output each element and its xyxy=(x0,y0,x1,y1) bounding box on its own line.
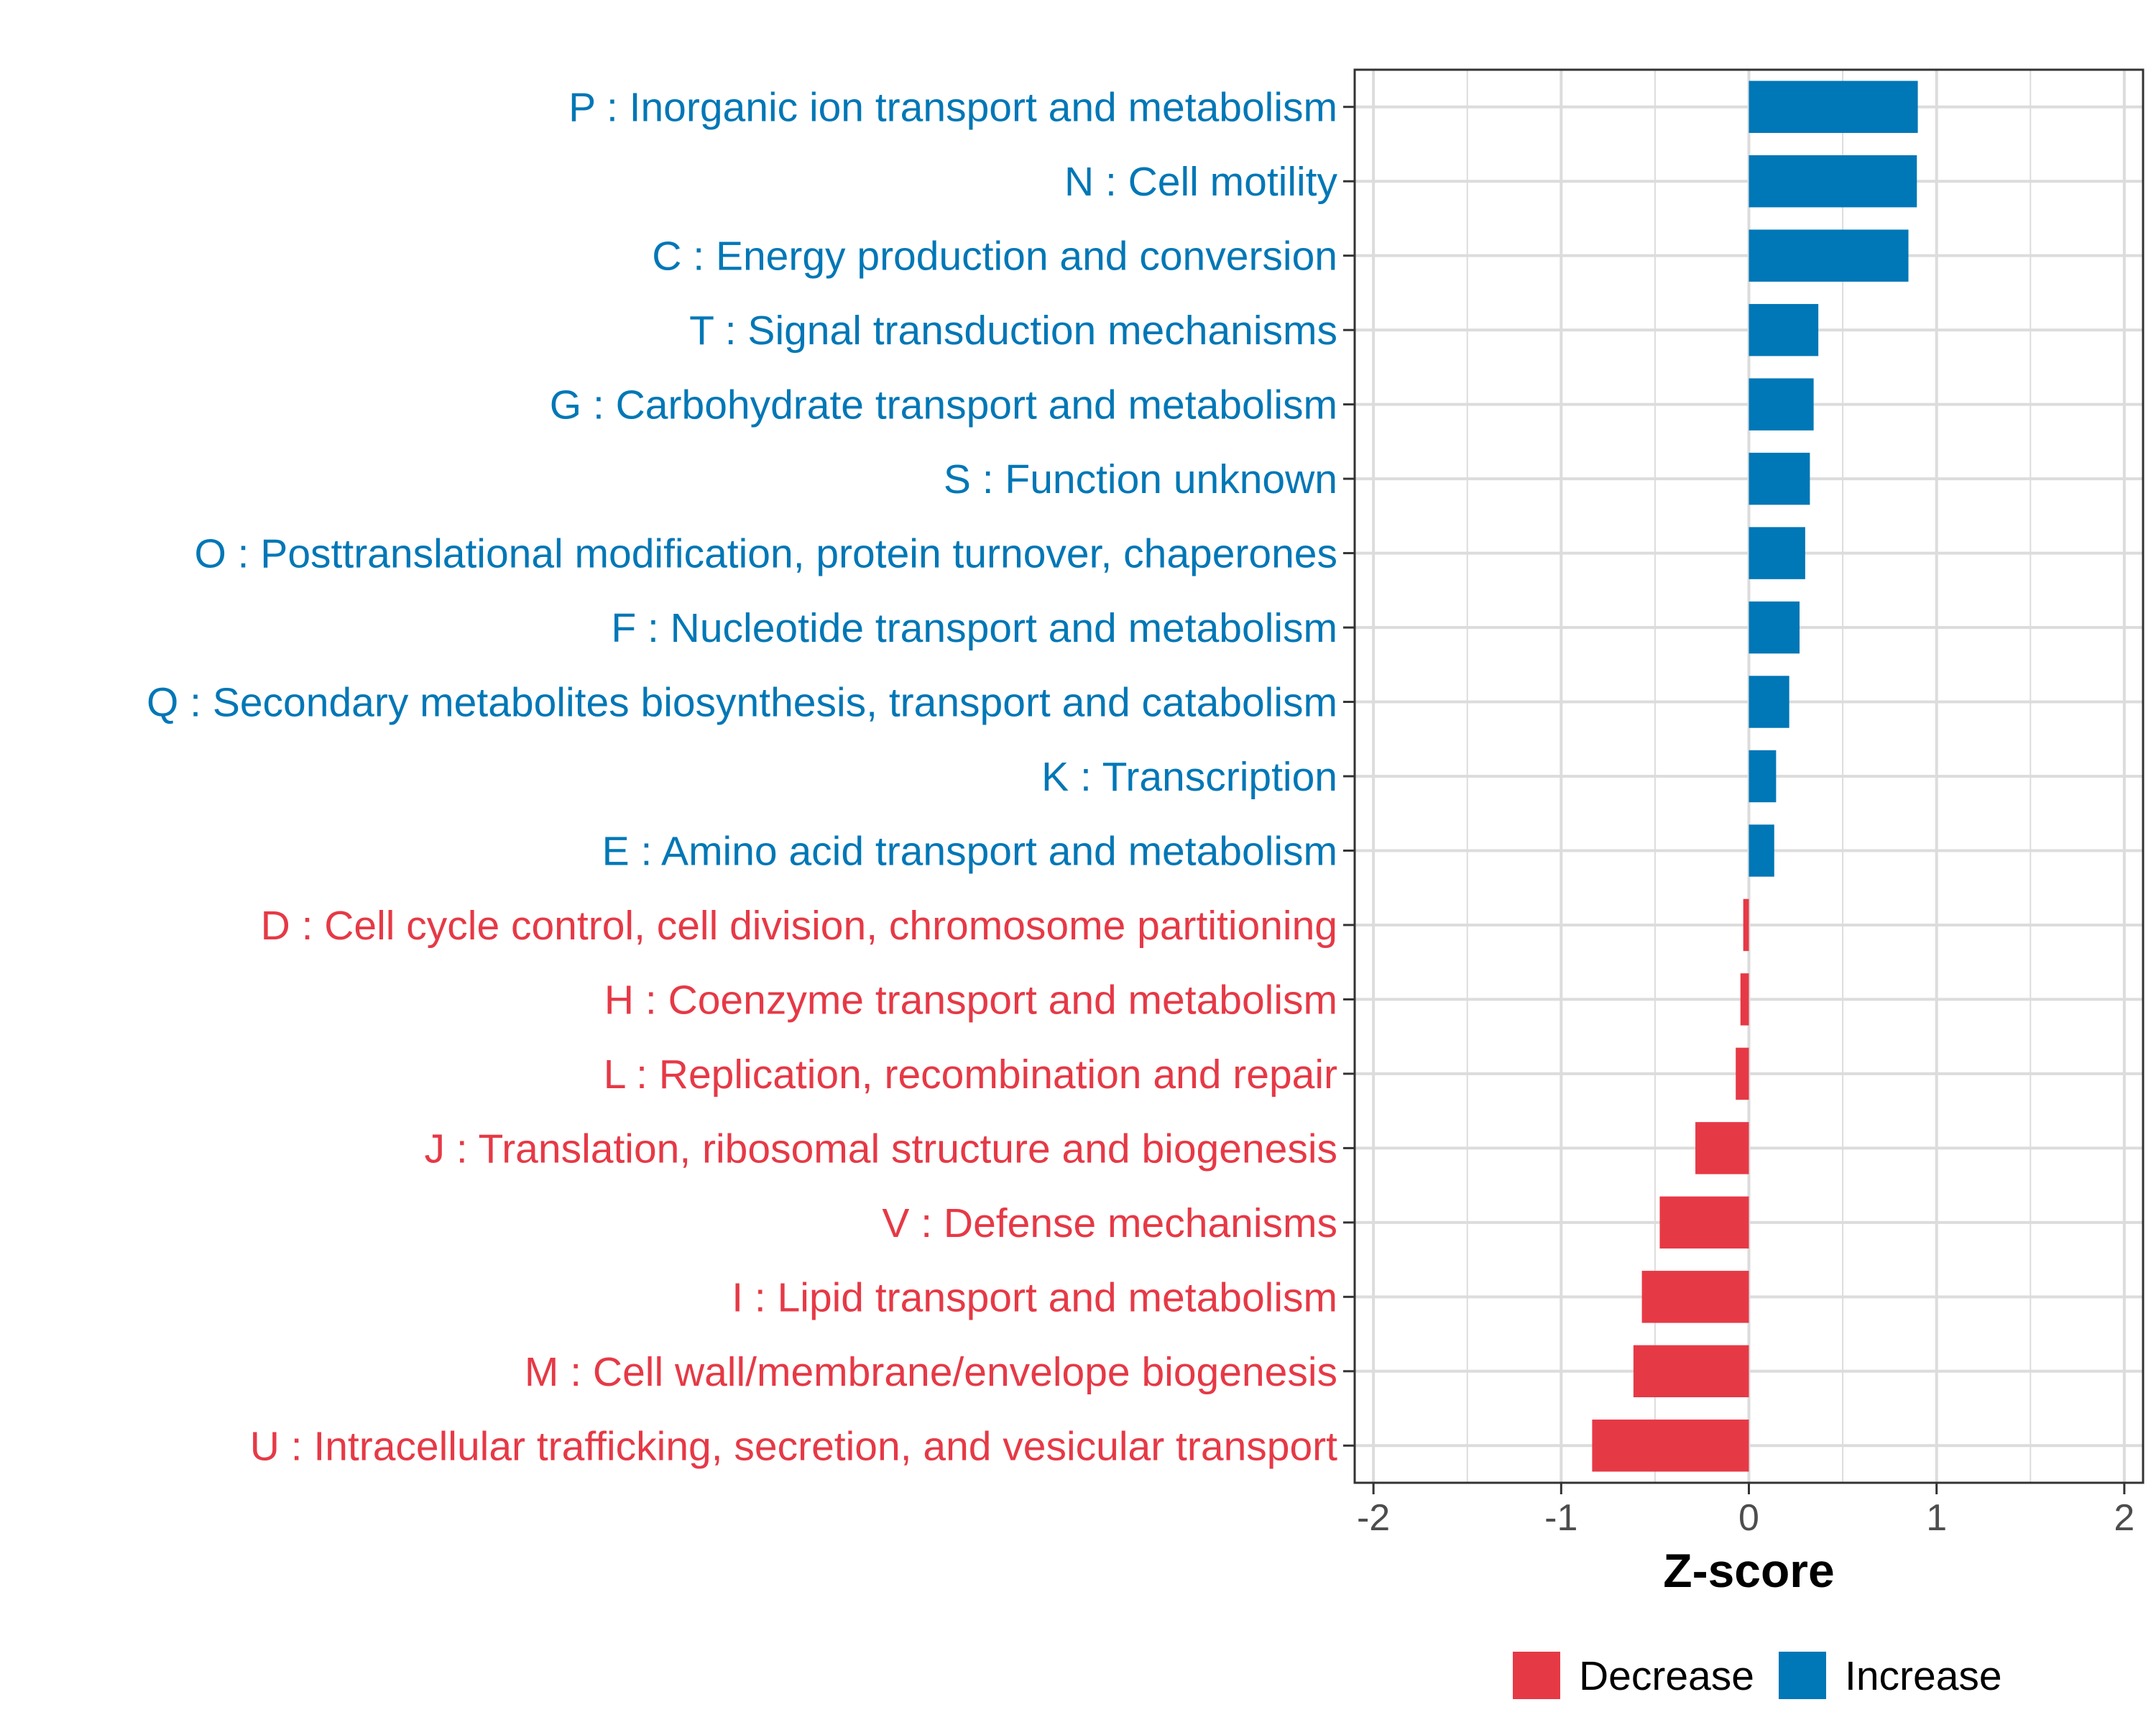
legend-label-decrease: Decrease xyxy=(1579,1653,1754,1699)
bar xyxy=(1695,1122,1749,1174)
bar xyxy=(1749,80,1918,133)
bar xyxy=(1749,824,1774,877)
x-tick-label: -2 xyxy=(1357,1497,1390,1539)
bar xyxy=(1749,750,1777,803)
x-axis-title: Z-score xyxy=(1663,1544,1834,1597)
y-tick-label: K : Transcription xyxy=(1041,754,1337,800)
bar xyxy=(1749,378,1814,431)
bar xyxy=(1749,452,1810,505)
bar xyxy=(1659,1196,1749,1249)
y-tick-label: S : Function unknown xyxy=(944,456,1337,502)
bar xyxy=(1749,303,1819,356)
legend-swatch-increase xyxy=(1779,1652,1826,1699)
y-tick-label: J : Translation, ribosomal structure and… xyxy=(425,1126,1337,1172)
y-tick-label: T : Signal transduction mechanisms xyxy=(689,308,1337,354)
y-tick-label: V : Defense mechanisms xyxy=(882,1200,1337,1246)
y-tick-label: C : Energy production and conversion xyxy=(652,234,1337,280)
bar xyxy=(1740,973,1749,1026)
bar xyxy=(1749,676,1789,728)
y-tick-label: N : Cell motility xyxy=(1064,159,1338,205)
legend-label-increase: Increase xyxy=(1845,1653,2002,1699)
bar xyxy=(1749,229,1909,282)
y-tick-label: D : Cell cycle control, cell division, c… xyxy=(261,903,1337,949)
y-tick-label: G : Carbohydrate transport and metabolis… xyxy=(550,382,1337,428)
x-tick-label: -1 xyxy=(1544,1497,1577,1539)
bar xyxy=(1749,155,1917,208)
legend-swatch-decrease xyxy=(1513,1652,1560,1699)
bar xyxy=(1592,1420,1749,1472)
y-tick-label: E : Amino acid transport and metabolism xyxy=(602,828,1337,874)
y-tick-label: M : Cell wall/membrane/envelope biogenes… xyxy=(525,1349,1337,1395)
bar xyxy=(1641,1271,1749,1323)
bar xyxy=(1743,898,1749,952)
x-tick-label: 2 xyxy=(2114,1497,2134,1539)
y-tick-label: O : Posttranslational modification, prot… xyxy=(194,531,1337,577)
bar xyxy=(1749,527,1805,579)
bar xyxy=(1736,1047,1749,1100)
y-tick-label: P : Inorganic ion transport and metaboli… xyxy=(568,85,1337,131)
bar xyxy=(1633,1345,1749,1398)
y-tick-label: L : Replication, recombination and repai… xyxy=(604,1052,1337,1098)
x-tick-label: 1 xyxy=(1926,1497,1947,1539)
y-tick-label: U : Intracellular trafficking, secretion… xyxy=(250,1423,1337,1469)
legend: Decrease Increase xyxy=(1513,1652,2002,1699)
y-tick-label: I : Lipid transport and metabolism xyxy=(732,1274,1337,1320)
y-tick-label: H : Coenzyme transport and metabolism xyxy=(604,977,1337,1023)
y-tick-label: Q : Secondary metabolites biosynthesis, … xyxy=(147,680,1337,726)
x-tick-label: 0 xyxy=(1738,1497,1759,1539)
x-axis: -2 -1 0 1 2 xyxy=(1357,1483,2134,1539)
y-axis: P : Inorganic ion transport and metaboli… xyxy=(147,85,1355,1469)
y-tick-label: F : Nucleotide transport and metabolism xyxy=(611,605,1337,651)
bar xyxy=(1749,601,1800,654)
bar-layer xyxy=(1592,80,1918,1472)
